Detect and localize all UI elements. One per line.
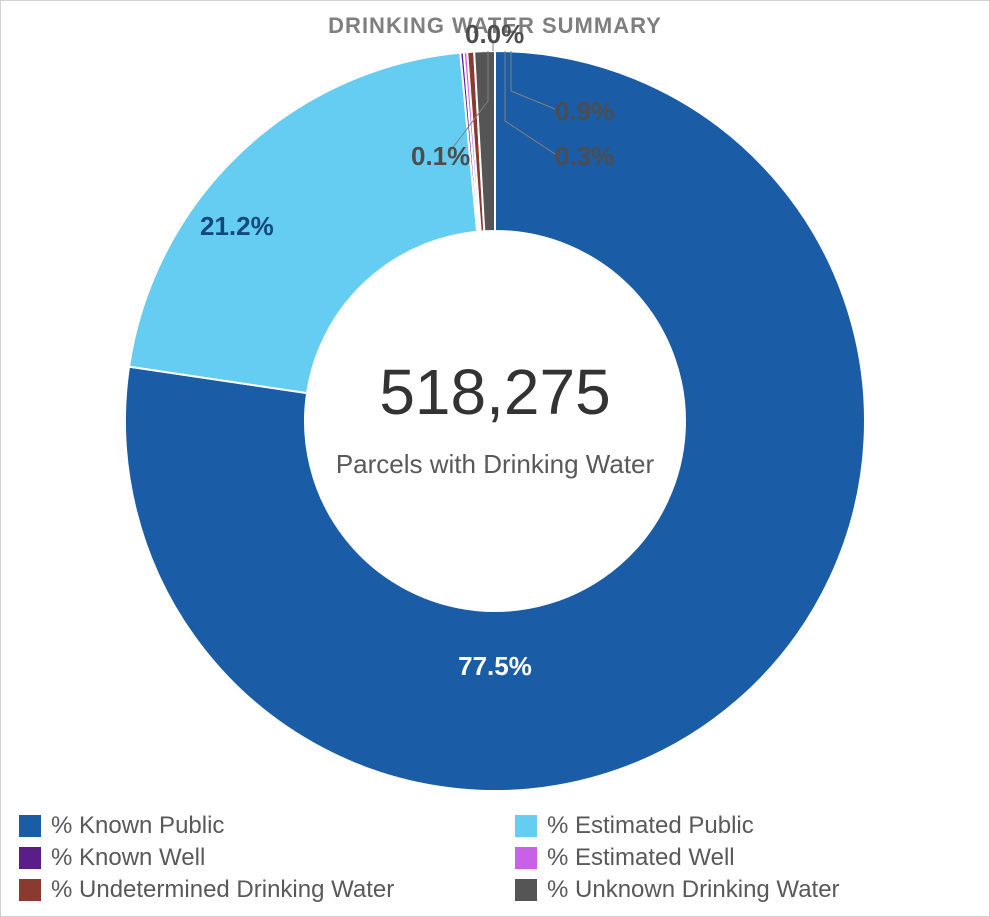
slice-label-unknown: 0.9% xyxy=(555,96,614,127)
legend-swatch xyxy=(19,879,41,901)
slice-label-undetermined: 0.3% xyxy=(555,141,614,172)
legend-swatch xyxy=(515,847,537,869)
legend-item: % Known Well xyxy=(19,844,475,872)
slice-label-estimated-public: 21.2% xyxy=(200,211,274,242)
legend-swatch xyxy=(515,815,537,837)
legend-label: % Known Public xyxy=(51,812,224,840)
legend-swatch xyxy=(19,815,41,837)
legend-item: % Undetermined Drinking Water xyxy=(19,876,475,904)
legend-label: % Estimated Well xyxy=(547,844,735,872)
donut-chart: 518,275 Parcels with Drinking Water 77.5… xyxy=(115,41,875,801)
slice-label-estimated-well: 0.0% xyxy=(465,19,524,50)
legend-item: % Estimated Well xyxy=(515,844,971,872)
legend-label: % Estimated Public xyxy=(547,812,754,840)
legend-swatch xyxy=(19,847,41,869)
center-text: 518,275 Parcels with Drinking Water xyxy=(325,360,665,482)
slice-label-known-well: 0.1% xyxy=(411,141,470,172)
center-value: 518,275 xyxy=(325,360,665,424)
donut-slice xyxy=(129,53,477,393)
legend-item: % Estimated Public xyxy=(515,812,971,840)
legend-swatch xyxy=(515,879,537,901)
legend-item: % Known Public xyxy=(19,812,475,840)
legend-item: % Unknown Drinking Water xyxy=(515,876,971,904)
legend-label: % Unknown Drinking Water xyxy=(547,876,840,904)
center-subtitle: Parcels with Drinking Water xyxy=(325,448,665,482)
legend-label: % Known Well xyxy=(51,844,205,872)
chart-container: DRINKING WATER SUMMARY 518,275 Parcels w… xyxy=(0,0,990,917)
legend: % Known Public % Estimated Public % Known … xyxy=(19,812,971,904)
legend-label: % Undetermined Drinking Water xyxy=(51,876,394,904)
slice-label-known-public: 77.5% xyxy=(458,651,532,682)
